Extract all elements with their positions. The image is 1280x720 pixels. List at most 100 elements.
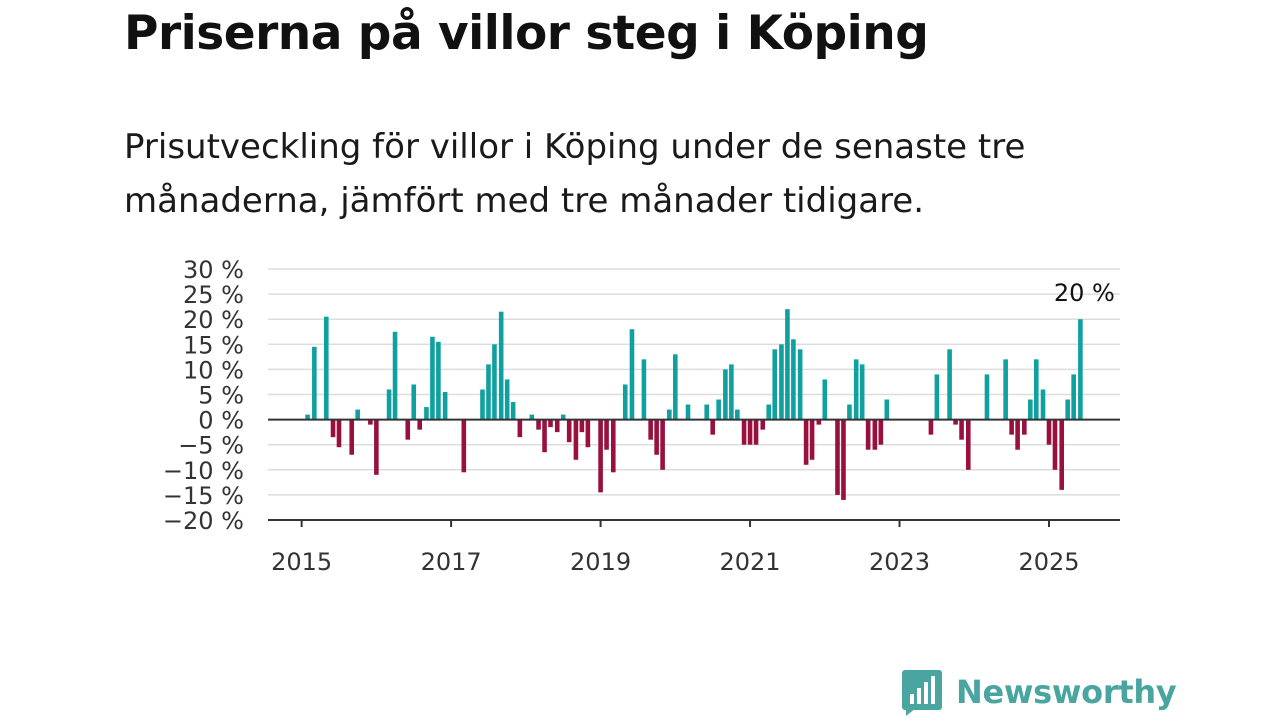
y-tick-label: −5 % [178,432,244,460]
bar [965,419,971,470]
bar [1046,419,1052,445]
newsworthy-logo: Newsworthy [902,668,1177,716]
bar [735,409,740,420]
bar [747,419,753,445]
bar [959,419,964,440]
bar [554,419,560,433]
y-tick-label: 30 % [183,256,244,284]
bar [598,419,603,493]
x-tick-label: 2015 [271,548,332,576]
bar [323,316,329,420]
bar [648,419,653,440]
bar [859,364,865,420]
brand-name: Newsworthy [956,673,1177,711]
bar [760,419,766,430]
bar [461,419,467,473]
bar [1033,359,1039,420]
y-tick-label: −20 % [163,507,244,535]
axes [268,418,1120,521]
bar [809,419,815,460]
bar [729,364,734,420]
bar [1071,374,1076,420]
bar [953,419,958,425]
bar [529,414,535,420]
bar [685,404,691,420]
bar [349,419,355,455]
bar [442,391,448,420]
bar [424,407,429,420]
bar [548,419,553,428]
bar [791,339,796,420]
y-tick-label: −15 % [163,482,244,510]
bar [305,414,310,420]
bar [766,404,772,420]
bar [610,419,616,473]
bar [579,419,585,433]
bar [660,419,665,470]
bar [392,331,398,420]
bar [928,419,934,435]
bar [386,389,392,420]
bar [604,419,609,450]
bar [1065,399,1070,420]
bar [536,419,541,430]
bar [1022,419,1027,435]
bar [723,369,728,420]
bar [542,419,547,453]
x-axis-ticks: 2015 2017 2019 2021 2023 2025 [271,520,1080,576]
bar [673,354,678,420]
y-axis-ticks: 30 %25 %20 %15 %10 %5 %0 %−5 %−10 %−15 %… [163,256,244,535]
chart-subtitle: Prisutveckling för villor i Köping under… [124,127,1026,221]
bar [772,349,778,420]
last-value-label: 20 % [1054,279,1115,307]
bar [741,419,747,445]
bar [716,399,721,420]
x-tick-label: 2021 [720,548,781,576]
bar [504,379,510,420]
bar [486,364,491,420]
x-tick-label: 2023 [869,548,930,576]
bar [480,389,485,420]
bar [1003,359,1008,420]
chart-title: Priserna på villor steg i Köping [124,6,929,61]
bar [704,404,710,420]
y-tick-label: −10 % [163,457,244,485]
y-tick-label: 25 % [183,281,244,309]
bar [629,329,635,420]
y-tick-label: 5 % [198,382,244,410]
bar [374,419,379,475]
bar [878,419,884,445]
bar [417,419,423,430]
bar [797,349,803,420]
bar [492,344,497,420]
bars [305,309,1083,500]
bar [1078,319,1083,420]
bar [865,419,871,450]
bar-chart-speech-bubble-icon [902,670,942,716]
bar [585,419,591,448]
x-tick-label: 2017 [421,548,482,576]
bar [654,419,659,455]
bar [822,379,828,420]
bar [641,359,647,420]
bar [835,419,840,495]
bar [312,346,317,420]
bar [853,359,859,420]
bar [753,419,759,445]
bar [779,344,784,420]
bar [1059,419,1065,490]
bar [841,419,846,500]
bar [436,341,441,420]
bar [622,384,628,420]
bar [934,374,940,420]
bar [355,409,360,420]
bar [816,419,822,425]
bar [1052,419,1058,470]
bar [1028,399,1033,420]
bar [411,384,417,420]
bar [368,419,373,425]
bar [510,402,516,420]
y-tick-label: 15 % [183,331,244,359]
bar [573,419,579,460]
